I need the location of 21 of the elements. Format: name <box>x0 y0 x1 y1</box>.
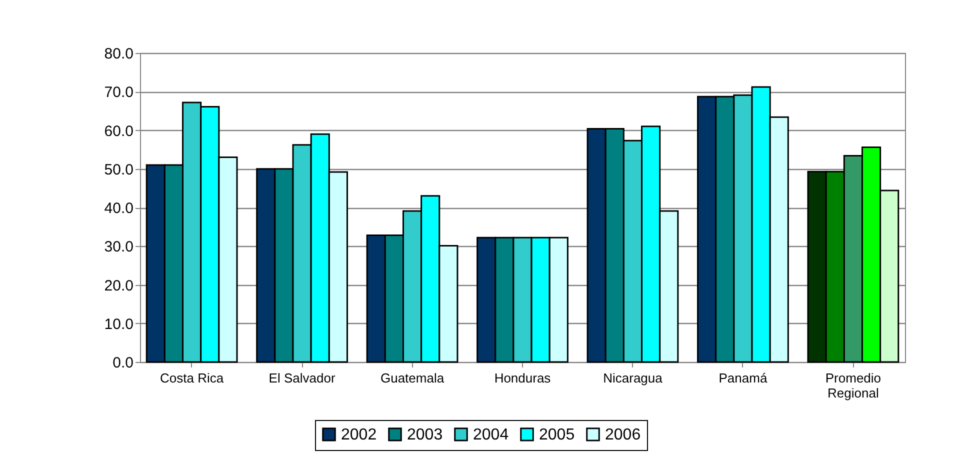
x-tick-label: Guatemala <box>380 370 445 386</box>
y-tick-label: 50.0 <box>104 161 134 178</box>
legend-label: 2004 <box>473 426 509 444</box>
legend-label: 2003 <box>407 426 443 444</box>
x-tick-label: Costa Rica <box>160 370 224 386</box>
y-tick-label: 0.0 <box>112 354 134 372</box>
legend-label: 2002 <box>341 426 377 444</box>
y-tick-label: 40.0 <box>104 200 134 217</box>
y-tick-label: 30.0 <box>104 238 134 256</box>
legend-label: 2006 <box>605 426 641 444</box>
x-tick-label: El Salvador <box>268 370 336 386</box>
y-tick-label: 80.0 <box>104 46 134 62</box>
y-tick-label: 70.0 <box>104 84 134 102</box>
legend-label: 2005 <box>539 426 575 444</box>
x-tick-label: Nicaragua <box>603 370 664 386</box>
x-tick-label: Honduras <box>494 370 552 386</box>
x-tick-label: Promedio Regional <box>825 370 882 400</box>
y-tick-label: 60.0 <box>104 122 134 140</box>
y-tick-label: 20.0 <box>104 277 134 294</box>
y-tick-label: 10.0 <box>104 316 134 333</box>
x-tick-label: Panamá <box>718 370 768 386</box>
